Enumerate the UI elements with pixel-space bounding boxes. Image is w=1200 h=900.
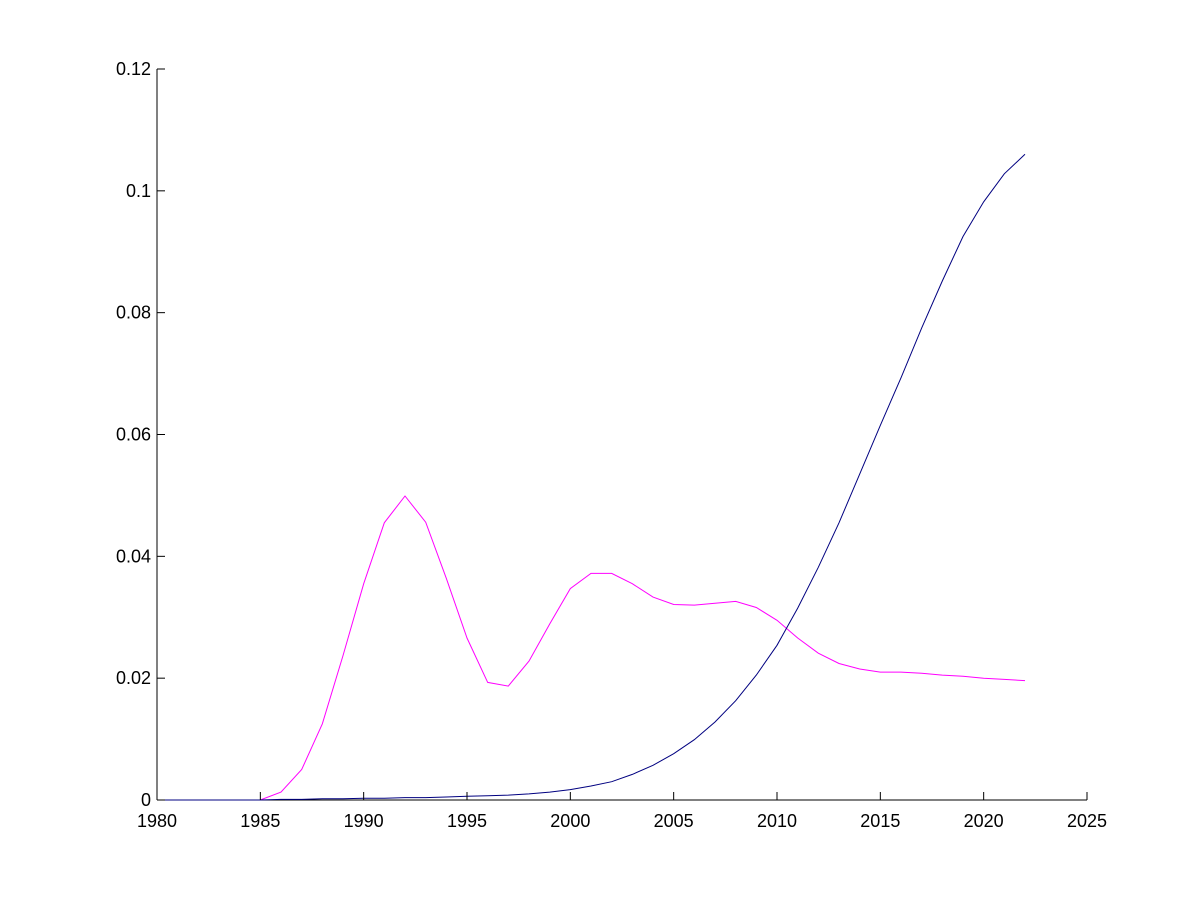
y-tick-label: 0.08 bbox=[116, 303, 151, 323]
y-tick-label: 0.06 bbox=[116, 425, 151, 445]
x-tick-label: 1980 bbox=[137, 811, 177, 831]
y-tick-label: 0.02 bbox=[116, 668, 151, 688]
axes bbox=[156, 69, 1087, 801]
x-tick-label: 1995 bbox=[447, 811, 487, 831]
x-tick-label: 2025 bbox=[1067, 811, 1107, 831]
series-line-2 bbox=[157, 153, 1026, 801]
x-tick-label: 2005 bbox=[654, 811, 694, 831]
x-tick-label: 1985 bbox=[240, 811, 280, 831]
y-tick-label: 0.12 bbox=[116, 59, 151, 79]
x-tick-label: 2020 bbox=[964, 811, 1004, 831]
y-tick-label: 0.04 bbox=[116, 546, 151, 566]
plot-lines bbox=[157, 153, 1026, 801]
y-axis-ticks: 0 0.02 0.04 0.06 0.08 0.1 0.12 bbox=[116, 59, 165, 810]
x-tick-label: 2000 bbox=[550, 811, 590, 831]
y-tick-label: 0 bbox=[141, 790, 151, 810]
x-tick-label: 2010 bbox=[757, 811, 797, 831]
x-tick-label: 2015 bbox=[860, 811, 900, 831]
x-tick-label: 1990 bbox=[344, 811, 384, 831]
x-axis-ticks: 1980 1985 1990 1995 2000 2005 2010 2015 2020 2025 bbox=[137, 792, 1107, 831]
series-line-1 bbox=[157, 495, 1026, 801]
y-tick-label: 0.1 bbox=[126, 181, 151, 201]
